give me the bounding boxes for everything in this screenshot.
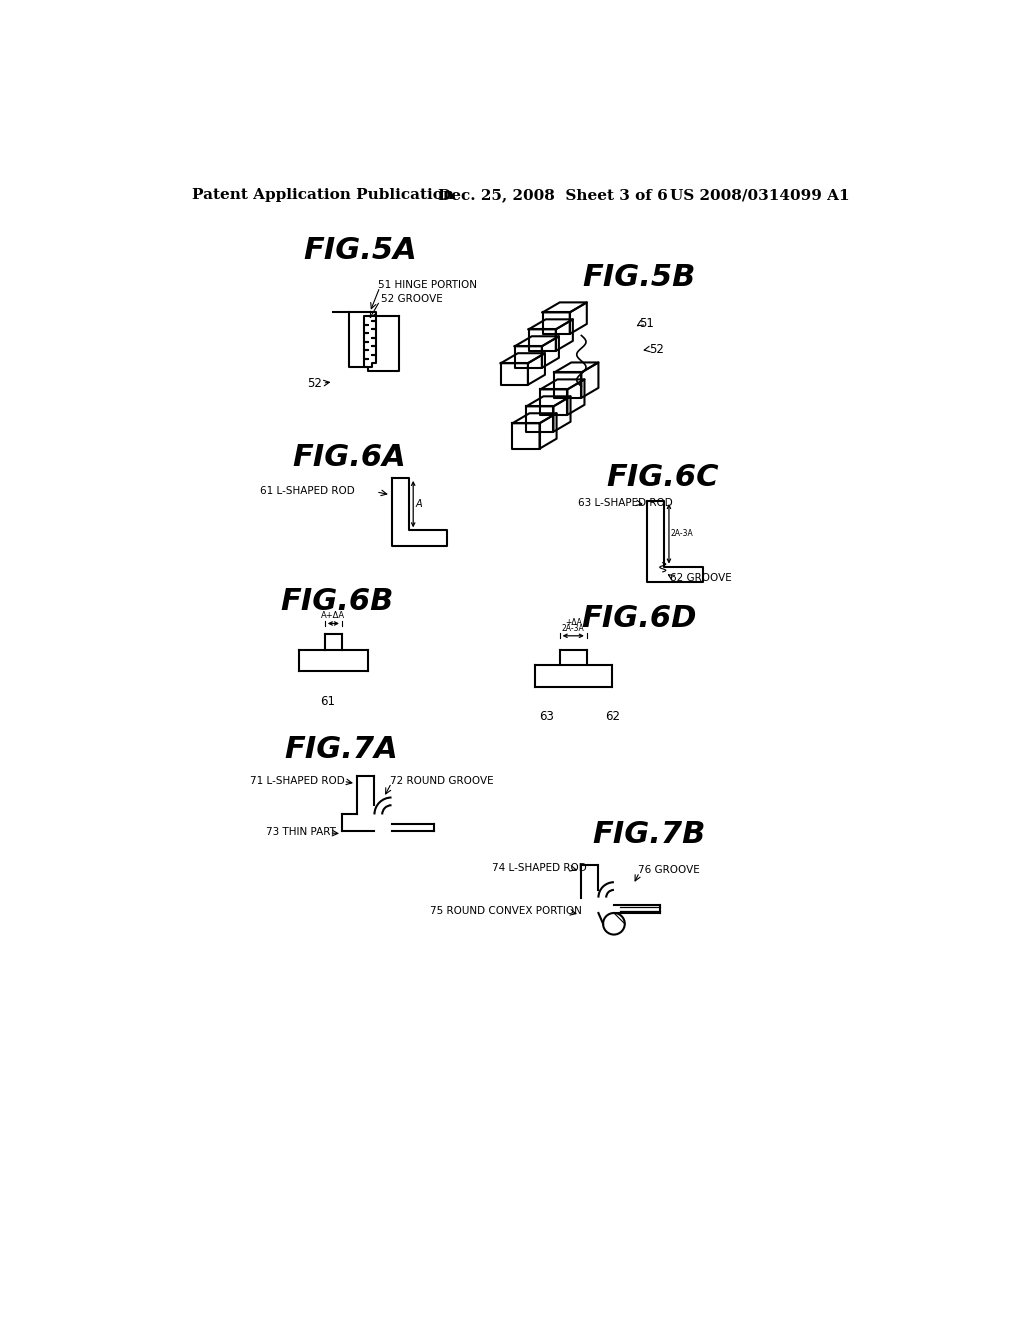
Text: 62: 62 (605, 710, 620, 723)
Text: FIG.6A: FIG.6A (292, 442, 406, 471)
Text: FIG.7B: FIG.7B (592, 820, 706, 849)
Text: US 2008/0314099 A1: US 2008/0314099 A1 (671, 189, 850, 202)
Text: 61 L-SHAPED ROD: 61 L-SHAPED ROD (260, 486, 354, 496)
Text: Patent Application Publication: Patent Application Publication (193, 189, 455, 202)
Text: FIG.7A: FIG.7A (285, 735, 398, 764)
Text: 75 ROUND CONVEX PORTION: 75 ROUND CONVEX PORTION (430, 907, 582, 916)
Text: 73 THIN PART: 73 THIN PART (266, 828, 336, 837)
Text: 76 GROOVE: 76 GROOVE (638, 865, 699, 875)
Text: 52: 52 (307, 376, 322, 389)
Text: 63 L-SHAPED ROD: 63 L-SHAPED ROD (578, 498, 672, 508)
Text: FIG.6B: FIG.6B (281, 586, 394, 615)
Text: 72 ROUND GROOVE: 72 ROUND GROOVE (390, 776, 494, 785)
Text: 63: 63 (539, 710, 554, 723)
Text: 2A-3A: 2A-3A (671, 529, 693, 539)
Text: A+ΔA: A+ΔA (322, 611, 345, 620)
Text: 71 L-SHAPED ROD: 71 L-SHAPED ROD (251, 776, 345, 785)
Text: 62 GROOVE: 62 GROOVE (671, 573, 732, 583)
Text: FIG.5B: FIG.5B (583, 263, 696, 292)
Text: FIG.5A: FIG.5A (304, 236, 418, 265)
Text: FIG.6D: FIG.6D (582, 603, 697, 632)
Text: A: A (416, 499, 422, 510)
Text: 2A-3A: 2A-3A (562, 624, 585, 634)
Text: 52: 52 (649, 343, 664, 356)
Text: 74 L-SHAPED ROD: 74 L-SHAPED ROD (493, 863, 587, 874)
Text: 51: 51 (640, 317, 654, 330)
Text: +ΔA: +ΔA (565, 618, 582, 627)
Text: Dec. 25, 2008  Sheet 3 of 6: Dec. 25, 2008 Sheet 3 of 6 (438, 189, 668, 202)
Text: 52 GROOVE: 52 GROOVE (381, 294, 443, 305)
Text: 51 HINGE PORTION: 51 HINGE PORTION (378, 280, 476, 290)
Text: FIG.6C: FIG.6C (606, 463, 719, 492)
Text: 61: 61 (321, 694, 336, 708)
